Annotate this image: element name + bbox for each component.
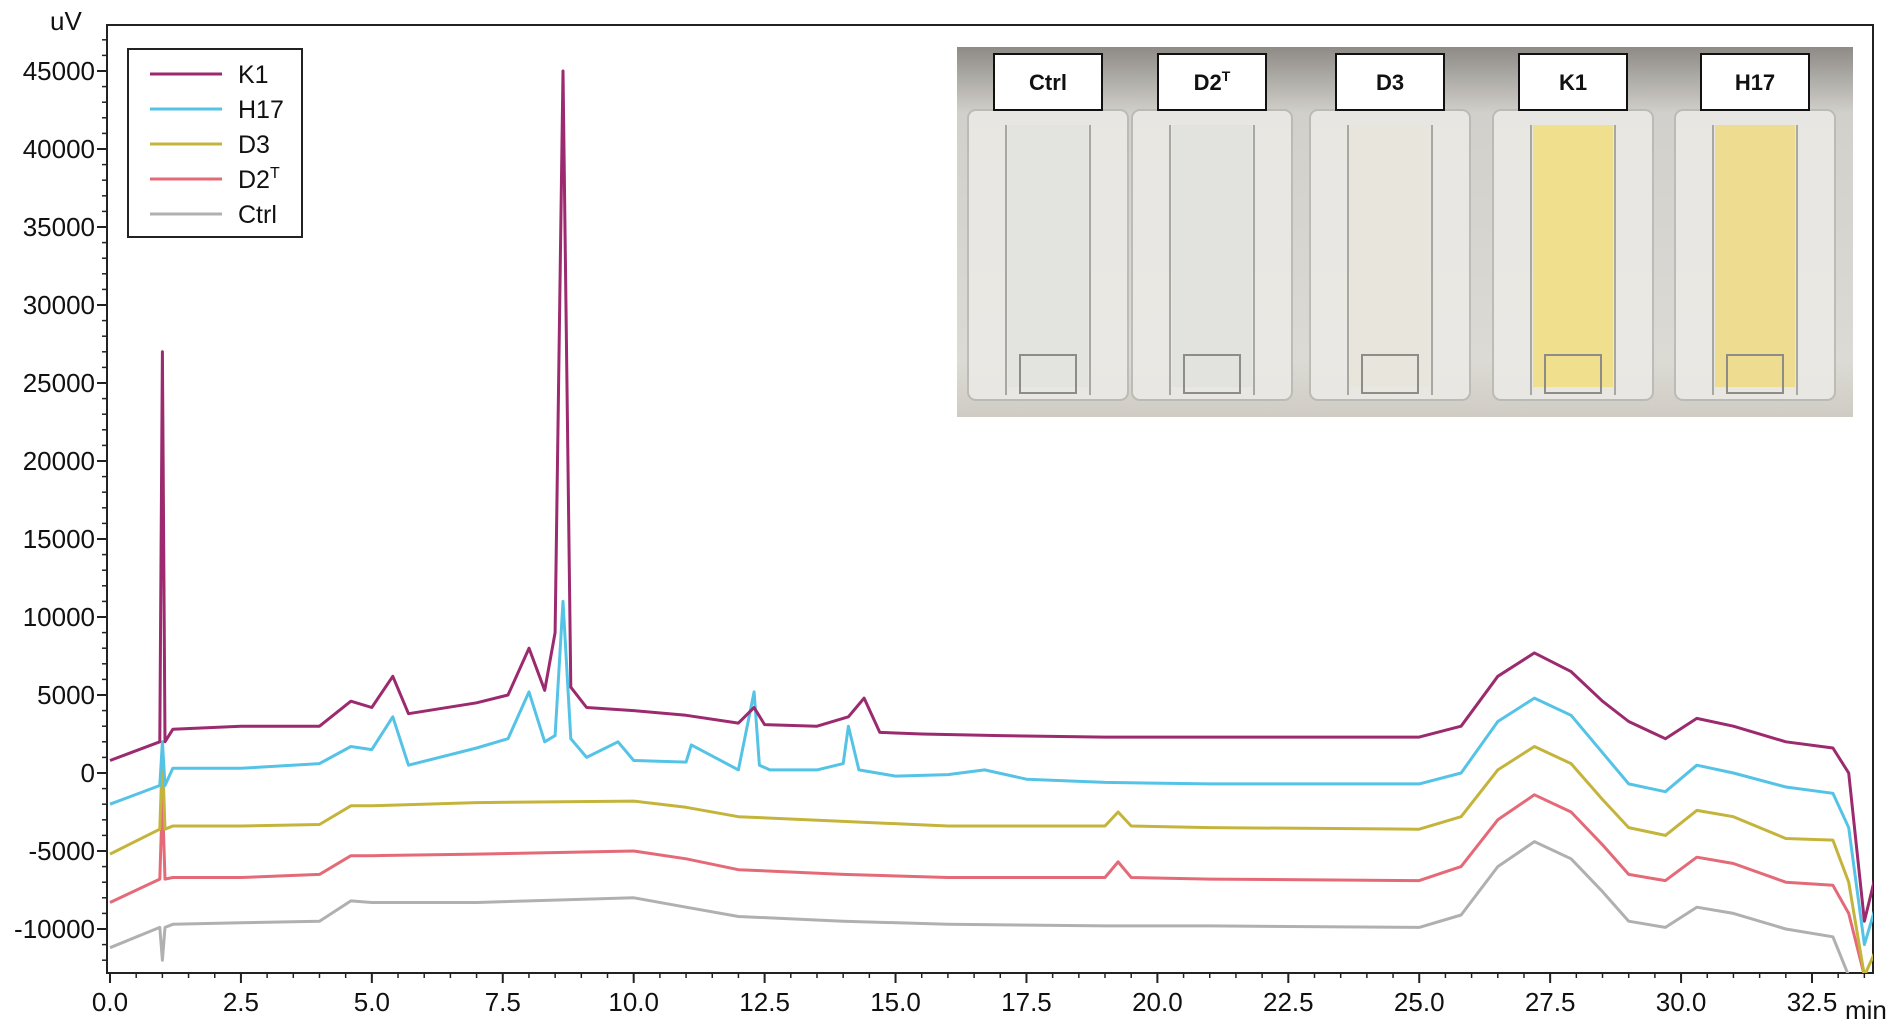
cuvette-base bbox=[1361, 354, 1419, 394]
cuvette-liquid bbox=[1008, 125, 1088, 387]
y-tick-label: 0 bbox=[81, 758, 95, 788]
cuvette-group: Ctrl D2T D3 K1 H17 bbox=[967, 53, 1836, 401]
legend-label: K1 bbox=[238, 61, 269, 89]
x-tick-label: 15.0 bbox=[870, 987, 921, 1017]
x-tick-label: 17.5 bbox=[1001, 987, 1052, 1017]
x-tick-label: 20.0 bbox=[1132, 987, 1183, 1017]
cuvette-label-box bbox=[1700, 53, 1810, 111]
cuvette-liquid bbox=[1350, 125, 1430, 387]
cuvette-label: D2T bbox=[1194, 68, 1231, 95]
cuvette-photo-inset: Ctrl D2T D3 K1 H17 bbox=[957, 47, 1853, 417]
cuvette-label-box bbox=[1335, 53, 1445, 111]
legend-label: Ctrl bbox=[238, 201, 277, 229]
cuvette-label: H17 bbox=[1735, 70, 1775, 95]
legend-entries: K1 H17 D3 D2T Ctrl bbox=[150, 61, 284, 229]
y-tick-label: -5000 bbox=[29, 836, 96, 866]
cuvette-label-box bbox=[993, 53, 1103, 111]
axis-ticks: 0.0 2.5 5.0 7.5 10.0 12.5 15.0 17.5 20.0 22.5 25.0… bbox=[14, 39, 1866, 1017]
cuvette: K1 bbox=[1492, 53, 1654, 401]
series-line-k1 bbox=[109, 69, 1873, 923]
y-tick-label: 5000 bbox=[37, 680, 95, 710]
cuvette-base bbox=[1183, 354, 1241, 394]
cuvette-label: K1 bbox=[1559, 70, 1587, 95]
y-tick-label: 30000 bbox=[23, 290, 95, 320]
cuvette-liquid bbox=[1533, 125, 1613, 387]
y-tick-label: 20000 bbox=[23, 446, 95, 476]
x-tick-label: 22.5 bbox=[1263, 987, 1314, 1017]
legend-label: D2T bbox=[238, 165, 280, 194]
series-line-d2t bbox=[109, 793, 1866, 973]
legend-label: H17 bbox=[238, 96, 284, 124]
x-tick-label: 25.0 bbox=[1394, 987, 1445, 1017]
legend-label: D3 bbox=[238, 131, 270, 159]
y-tick-label: 10000 bbox=[23, 602, 95, 632]
y-tick-label: 45000 bbox=[23, 56, 95, 86]
cuvette: H17 bbox=[1674, 53, 1836, 401]
legend: K1 H17 D3 D2T Ctrl bbox=[127, 48, 303, 238]
x-tick-label: 0.0 bbox=[92, 987, 128, 1017]
x-tick-label: 32.5 bbox=[1787, 987, 1838, 1017]
x-tick-label: 10.0 bbox=[608, 987, 659, 1017]
y-tick-label: -10000 bbox=[14, 914, 95, 944]
y-tick-label: 35000 bbox=[23, 212, 95, 242]
cuvette-label: D3 bbox=[1376, 70, 1404, 95]
cuvette-label-box bbox=[1157, 53, 1267, 111]
y-tick-label: 25000 bbox=[23, 368, 95, 398]
x-tick-label: 5.0 bbox=[354, 987, 390, 1017]
cuvette-base bbox=[1544, 354, 1602, 394]
y-tick-label: 15000 bbox=[23, 524, 95, 554]
x-tick-label: 27.5 bbox=[1525, 987, 1576, 1017]
x-tick-label: 2.5 bbox=[223, 987, 259, 1017]
x-tick-label: 12.5 bbox=[739, 987, 790, 1017]
cuvette-liquid bbox=[1715, 125, 1795, 387]
x-tick-label: 7.5 bbox=[485, 987, 521, 1017]
cuvette-base bbox=[1019, 354, 1077, 394]
plot-frame bbox=[106, 24, 1874, 974]
cuvette: D3 bbox=[1309, 53, 1471, 401]
y-axis-unit: uV bbox=[50, 6, 82, 36]
cuvette: D2T bbox=[1131, 53, 1293, 401]
y-tick-label: 40000 bbox=[23, 134, 95, 164]
series-lines bbox=[109, 69, 1873, 973]
cuvette-liquid bbox=[1172, 125, 1252, 387]
cuvette: Ctrl bbox=[967, 53, 1129, 401]
series-line-ctrl bbox=[109, 840, 1850, 973]
x-axis-unit: min bbox=[1845, 995, 1887, 1025]
cuvette-base bbox=[1726, 354, 1784, 394]
x-tick-label: 30.0 bbox=[1656, 987, 1707, 1017]
cuvette-label: Ctrl bbox=[1029, 70, 1067, 95]
series-line-d3 bbox=[109, 745, 1873, 973]
series-line-h17 bbox=[109, 599, 1873, 947]
cuvette-label-box bbox=[1518, 53, 1628, 111]
